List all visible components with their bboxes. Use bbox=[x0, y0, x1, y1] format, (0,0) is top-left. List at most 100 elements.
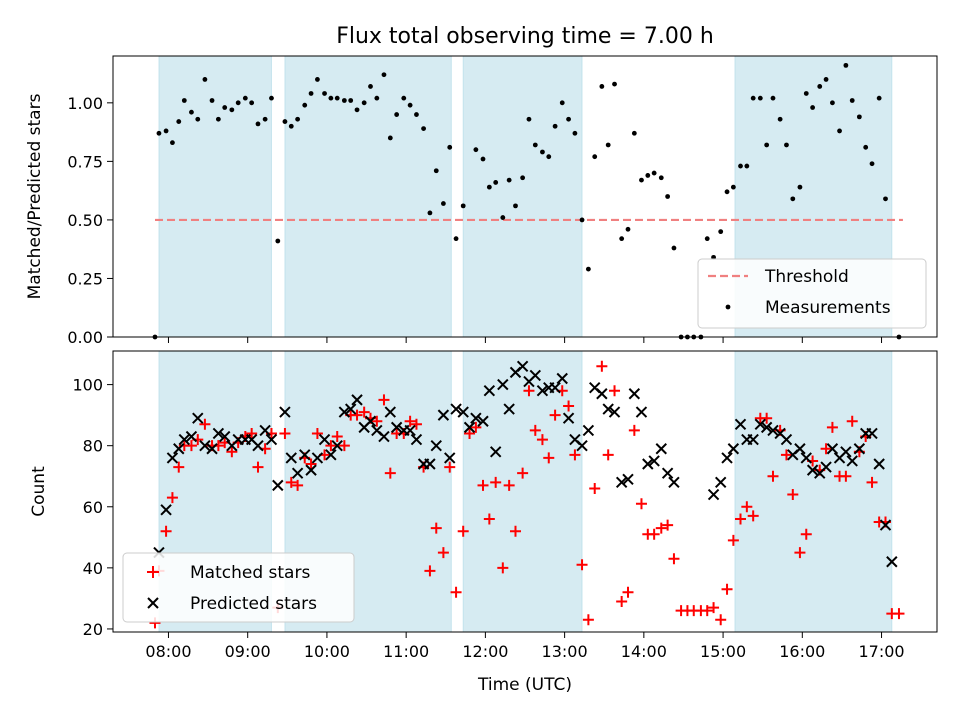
measurement-point bbox=[282, 119, 288, 124]
matched-star-point bbox=[569, 449, 581, 461]
predicted-star-point bbox=[311, 452, 324, 464]
y-tick-label: 80 bbox=[83, 437, 103, 456]
measurement-point bbox=[275, 238, 281, 244]
predicted-star-point bbox=[325, 449, 337, 461]
predicted-star-point bbox=[556, 372, 568, 385]
bottom-y-ticks: 20 40 60 80 100 bbox=[72, 376, 113, 639]
matched-star-point bbox=[582, 614, 594, 626]
predicted-star-point bbox=[549, 381, 561, 394]
measurement-point bbox=[176, 119, 182, 124]
predicted-star-point bbox=[866, 427, 878, 440]
bottom-y-axis-label: Count bbox=[29, 466, 49, 517]
measurement-point bbox=[374, 95, 380, 101]
measurement-point bbox=[817, 84, 823, 89]
predicted-star-point bbox=[483, 384, 496, 397]
matched-star-point bbox=[826, 421, 838, 433]
measurement-point bbox=[704, 236, 710, 242]
matched-star-point bbox=[437, 547, 449, 559]
measurement-point bbox=[486, 184, 492, 190]
predicted-star-point bbox=[291, 467, 304, 479]
measurement-point bbox=[757, 95, 763, 101]
predicted-star-point bbox=[602, 403, 614, 415]
matched-star-point bbox=[358, 406, 370, 418]
measurement-point bbox=[447, 144, 453, 150]
measurement-point bbox=[856, 114, 862, 120]
matched-star-point bbox=[444, 461, 456, 473]
predicted-star-point bbox=[503, 403, 515, 415]
measurement-point bbox=[625, 226, 631, 232]
matched-star-point bbox=[609, 385, 621, 397]
predicted-star-point bbox=[457, 406, 469, 418]
predicted-star-point bbox=[846, 455, 858, 467]
measurements-series bbox=[152, 62, 902, 340]
matched-star-point bbox=[715, 614, 727, 626]
matched-star-point bbox=[767, 470, 779, 482]
chart-title: Flux total observing time = 7.00 h bbox=[336, 24, 714, 49]
matched-star-point bbox=[529, 424, 541, 436]
measurement-point bbox=[209, 98, 215, 103]
measurement-point bbox=[750, 95, 756, 101]
measurement-point bbox=[823, 77, 829, 82]
measurement-point bbox=[744, 163, 750, 169]
x-tick-label: 15:00 bbox=[700, 642, 746, 661]
predicted-star-point bbox=[760, 421, 773, 434]
predicted-star-point bbox=[178, 433, 191, 446]
matched-star-point bbox=[628, 424, 640, 436]
measurement-point bbox=[394, 112, 400, 117]
predicted-star-point bbox=[596, 388, 608, 400]
predicted-star-point bbox=[734, 418, 747, 431]
measurement-point bbox=[837, 128, 842, 134]
measurement-point bbox=[480, 156, 486, 162]
bottom-legend-matched-label: Matched stars bbox=[190, 563, 310, 583]
predicted-star-point bbox=[477, 415, 489, 427]
matched-star-point bbox=[470, 421, 482, 433]
measurement-point bbox=[427, 210, 433, 216]
measurement-point bbox=[730, 184, 736, 190]
matched-star-point bbox=[648, 528, 660, 540]
matched-star-point bbox=[252, 461, 264, 473]
measurement-point bbox=[612, 81, 617, 87]
predicted-star-point bbox=[463, 421, 476, 434]
measurement-point bbox=[163, 128, 169, 134]
measurement-point bbox=[718, 229, 724, 235]
predicted-star-point bbox=[648, 455, 660, 467]
predicted-star-point bbox=[747, 433, 759, 446]
bottom-x-ticks: 08:00 09:00 10:00 11:00 12:00 13:00 14:00 15:00… bbox=[145, 632, 905, 661]
predicted-star-point bbox=[437, 409, 450, 421]
matched-star-point bbox=[616, 595, 628, 607]
matched-star-point bbox=[490, 476, 502, 488]
predicted-star-point bbox=[364, 415, 377, 427]
measurement-point bbox=[348, 98, 354, 103]
matched-star-point bbox=[787, 489, 799, 501]
measurement-point bbox=[414, 112, 419, 117]
predicted-star-point bbox=[622, 473, 634, 485]
predicted-star-point bbox=[806, 464, 819, 476]
measurement-point bbox=[170, 140, 175, 146]
x-tick-label: 13:00 bbox=[542, 642, 588, 661]
measurement-point bbox=[341, 98, 347, 103]
matched-star-point bbox=[384, 467, 396, 479]
measurement-point bbox=[585, 266, 591, 272]
predicted-star-point bbox=[185, 430, 198, 443]
measurement-point bbox=[532, 142, 538, 148]
matched-star-point bbox=[325, 440, 337, 452]
measurement-point bbox=[764, 142, 770, 148]
predicted-star-point bbox=[299, 449, 311, 461]
matched-star-point bbox=[747, 510, 759, 522]
predicted-star-point bbox=[820, 461, 832, 473]
shaded-interval bbox=[284, 55, 452, 338]
predicted-star-point bbox=[615, 476, 628, 489]
top-y-ticks: 0.00 0.25 0.50 0.75 1.00 bbox=[67, 94, 113, 347]
predicted-star-point bbox=[272, 479, 284, 492]
y-tick-label: 40 bbox=[83, 559, 103, 578]
measurement-point bbox=[401, 95, 407, 101]
measurement-point bbox=[328, 95, 334, 101]
measurement-point bbox=[526, 116, 532, 122]
predicted-star-point bbox=[160, 504, 172, 516]
measurement-point bbox=[269, 95, 274, 101]
predicted-star-point bbox=[410, 433, 423, 446]
predicted-star-point bbox=[285, 452, 297, 464]
matched-star-point bbox=[800, 528, 812, 540]
predicted-star-point bbox=[265, 433, 278, 446]
measurement-point bbox=[229, 107, 235, 113]
